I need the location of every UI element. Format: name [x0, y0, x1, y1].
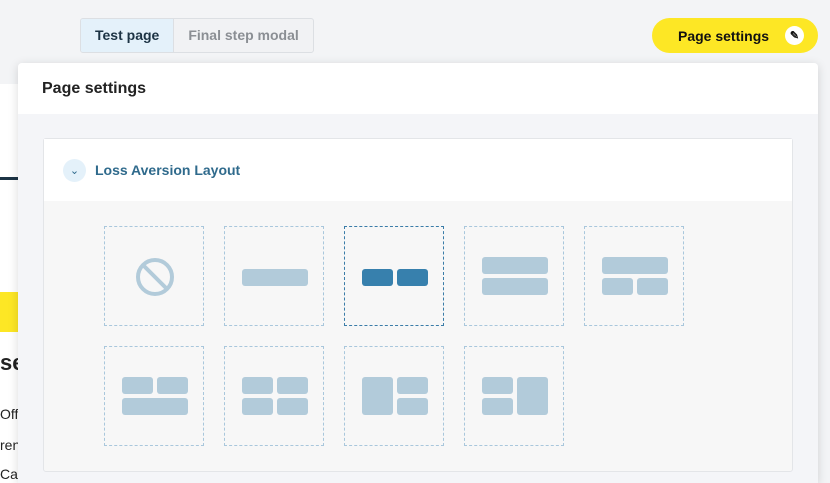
layout-options — [104, 226, 684, 446]
layout-option-top-full-bottom-split[interactable] — [584, 226, 684, 326]
layout-block — [242, 398, 273, 415]
layout-block — [517, 377, 548, 415]
layout-block — [397, 377, 428, 394]
layout-block — [602, 278, 633, 295]
layout-block — [362, 269, 393, 286]
layout-block — [362, 377, 393, 415]
layout-block — [602, 257, 668, 274]
layout-block — [482, 278, 548, 295]
layout-block — [242, 269, 308, 286]
layout-block — [242, 377, 273, 394]
layout-block — [482, 377, 513, 394]
section-header[interactable]: ⌄ Loss Aversion Layout — [44, 139, 792, 201]
layout-option-top-split-bottom-full[interactable] — [104, 346, 204, 446]
tab-test-page[interactable]: Test page — [81, 19, 175, 52]
layout-option-grid-2x2[interactable] — [224, 346, 324, 446]
layout-block — [397, 398, 428, 415]
layout-option-left-tall-right-split[interactable] — [344, 346, 444, 446]
page-settings-label: Page settings — [678, 27, 770, 44]
background-divider — [0, 177, 20, 180]
layout-option-left-split-right-tall[interactable] — [464, 346, 564, 446]
ban-icon — [136, 258, 174, 296]
section-title: Loss Aversion Layout — [95, 162, 241, 178]
layout-block — [157, 377, 188, 394]
layout-block — [637, 278, 668, 295]
layout-section: ⌄ Loss Aversion Layout — [43, 138, 793, 472]
layout-block — [482, 398, 513, 415]
tab-final-step-modal[interactable]: Final step modal — [188, 27, 299, 43]
background-text: ren — [0, 437, 21, 453]
layout-block — [277, 377, 308, 394]
page-tabs: Test page Final step modal — [80, 18, 314, 53]
layout-option-none[interactable] — [104, 226, 204, 326]
layout-block — [122, 398, 188, 415]
layout-option-two-columns[interactable] — [344, 226, 444, 326]
page-settings-button[interactable]: Page settings ✎ — [652, 18, 818, 53]
layout-block — [122, 377, 153, 394]
layout-block — [277, 398, 308, 415]
layout-block — [397, 269, 428, 286]
pencil-icon: ✎ — [785, 26, 804, 45]
layout-option-single[interactable] — [224, 226, 324, 326]
layout-option-two-rows[interactable] — [464, 226, 564, 326]
chevron-down-icon[interactable]: ⌄ — [63, 158, 86, 182]
layout-block — [482, 257, 548, 274]
background-banner — [0, 292, 20, 332]
modal-title: Page settings — [18, 63, 818, 114]
page-settings-modal: Page settings ⌄ Loss Aversion Layout — [18, 63, 818, 483]
